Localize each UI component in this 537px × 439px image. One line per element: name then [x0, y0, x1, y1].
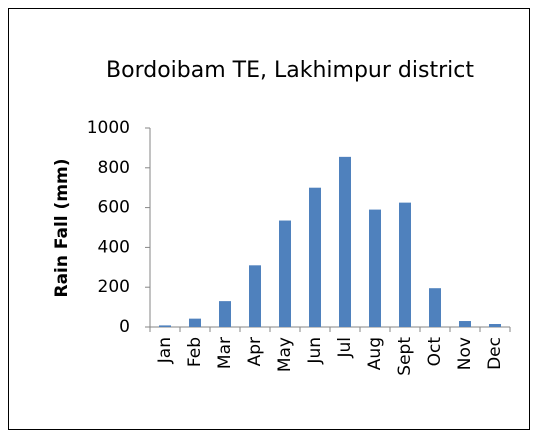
bar: [459, 321, 471, 327]
x-tick-label: Jun: [305, 337, 325, 365]
bar: [219, 301, 231, 327]
x-tick-label: Mar: [215, 337, 235, 369]
y-tick-label: 600: [98, 198, 130, 218]
bar: [159, 325, 171, 327]
x-tick-label: Jan: [155, 337, 175, 364]
bar: [399, 202, 411, 327]
x-tick-label: Aug: [365, 337, 385, 370]
x-tick-label: Feb: [185, 337, 205, 367]
y-tick-label: 800: [98, 158, 130, 178]
x-tick-label: Jul: [335, 337, 355, 359]
y-tick-label: 200: [98, 277, 130, 297]
y-tick-label: 1000: [87, 118, 130, 138]
x-tick-label: Sept: [395, 337, 415, 376]
chart-border: [8, 8, 530, 430]
x-tick-label: Apr: [245, 337, 265, 366]
bar: [429, 288, 441, 327]
y-tick-label: 0: [119, 317, 130, 337]
bar: [369, 209, 381, 327]
bar: [309, 187, 321, 327]
y-axis-label: Rain Fall (mm): [52, 158, 72, 297]
chart-title: Bordoibam TE, Lakhimpur district: [106, 58, 474, 83]
bar: [489, 324, 501, 327]
x-tick-label: Oct: [425, 337, 445, 367]
bar: [339, 156, 351, 327]
x-tick-label: Nov: [455, 337, 475, 370]
x-tick-label: Dec: [485, 337, 505, 370]
bar: [249, 265, 261, 327]
bar: [279, 220, 291, 327]
x-tick-label: May: [275, 337, 295, 372]
y-tick-label: 400: [98, 237, 130, 257]
bar: [189, 318, 201, 327]
